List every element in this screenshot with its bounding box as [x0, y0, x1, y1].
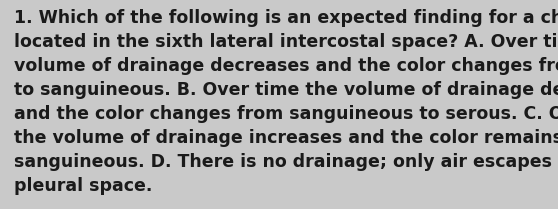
- Text: 1. Which of the following is an expected finding for a chest tube
located in the: 1. Which of the following is an expected…: [14, 9, 558, 195]
